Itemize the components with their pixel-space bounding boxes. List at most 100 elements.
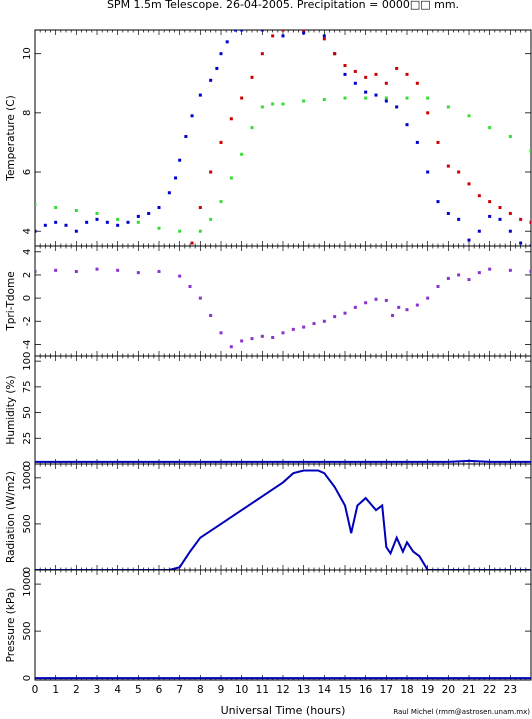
data-point — [405, 96, 409, 100]
data-point — [209, 217, 213, 221]
data-point — [271, 102, 275, 106]
data-point — [95, 217, 99, 221]
panel-3: 0 25 50 75 100 Humidity (%) — [5, 352, 532, 467]
data-point — [229, 117, 233, 121]
x-tick-label: 5 — [135, 684, 142, 696]
data-point — [374, 72, 378, 76]
data-point — [488, 200, 492, 204]
data-point — [198, 206, 202, 210]
data-point — [209, 170, 213, 174]
data-point — [64, 223, 68, 227]
data-point — [198, 93, 202, 97]
data-point — [529, 149, 531, 153]
data-point — [178, 158, 182, 162]
data-point — [397, 305, 401, 309]
y-axis-title: Tpri-Tdome — [5, 271, 17, 331]
data-point — [95, 211, 99, 215]
data-point — [116, 268, 120, 272]
data-point — [85, 220, 89, 224]
data-point — [54, 206, 58, 210]
y-tick-label: -2 — [22, 316, 33, 326]
data-point — [405, 308, 409, 312]
data-point — [250, 126, 254, 130]
x-tick-label: 1 — [52, 684, 59, 696]
data-point — [271, 34, 275, 38]
data-point — [190, 241, 194, 245]
data-point — [488, 214, 492, 218]
data-point — [271, 335, 275, 339]
data-point — [384, 81, 388, 85]
data-point — [157, 226, 161, 230]
data-point — [312, 322, 316, 326]
panel-2: -4 -2 0 2 4 Tpri-Tdome — [5, 245, 532, 357]
y-tick-label: 1000 — [22, 571, 33, 596]
data-point — [260, 52, 264, 56]
panel-frame — [34, 463, 532, 571]
data-point — [178, 229, 182, 233]
x-tick-label: 6 — [156, 684, 163, 696]
data-point — [519, 241, 523, 245]
panel-5: 0 500 1000 Pressure (kPa) — [5, 569, 532, 681]
figure-title: SPM 1.5m Telescope. 26-04-2005. Precipit… — [107, 0, 459, 11]
data-point — [188, 285, 192, 289]
data-point — [322, 98, 326, 102]
panel-frame — [34, 29, 532, 247]
data-point — [446, 211, 450, 215]
data-point — [215, 66, 219, 70]
data-point — [184, 135, 188, 139]
data-point — [353, 81, 357, 85]
data-point — [74, 229, 78, 233]
data-point — [229, 176, 233, 180]
data-point — [374, 297, 378, 301]
data-point — [240, 30, 244, 32]
data-point — [167, 191, 171, 195]
y-tick-label: 50 — [22, 406, 33, 419]
y-tick-label: -4 — [22, 339, 33, 349]
x-tick-label: 2 — [73, 684, 80, 696]
x-tick-label: 19 — [421, 684, 434, 696]
panel-1: 4 6 8 10 Temperature (C) — [5, 29, 532, 247]
x-axis-labels: 0 1 2 3 4 5 6 7 8 9 10 11 12 13 14 15 16 17 18 19 20 21 22 23 — [32, 684, 517, 696]
data-point — [126, 220, 130, 224]
data-point — [136, 271, 140, 275]
data-point — [74, 208, 78, 212]
data-point — [302, 99, 306, 103]
data-point — [364, 96, 368, 100]
data-point — [260, 105, 264, 109]
data-point — [343, 311, 347, 315]
data-point — [415, 81, 419, 85]
plot-area — [35, 459, 531, 463]
y-tick-label: 500 — [22, 514, 33, 533]
x-tick-label: 13 — [297, 684, 310, 696]
data-point — [508, 135, 512, 139]
y-tick-label: 10 — [22, 47, 33, 60]
data-point — [219, 140, 223, 144]
data-point — [498, 206, 502, 210]
x-tick-label: 17 — [380, 684, 393, 696]
data-point — [302, 30, 306, 32]
y-axis-title: Humidity (%) — [5, 375, 17, 444]
plot-area — [35, 267, 531, 349]
data-point — [35, 269, 37, 273]
data-point — [95, 267, 99, 271]
x-axis-title: Universal Time (hours) — [221, 704, 346, 717]
data-point — [488, 126, 492, 130]
data-point — [477, 271, 481, 275]
data-point — [209, 78, 213, 82]
x-tick-label: 18 — [400, 684, 413, 696]
x-tick-label: 3 — [94, 684, 101, 696]
data-point — [35, 203, 37, 207]
y-axis-title: Radiation (W/m2) — [5, 471, 17, 563]
data-point — [467, 114, 471, 118]
credit-note: Raul Michel (rmm@astrosen.unam.mx) — [393, 708, 530, 716]
x-tick-label: 16 — [359, 684, 373, 696]
y-axis-title: Pressure (kPa) — [5, 588, 17, 663]
panels: 4 6 8 10 Temperature (C) -4 -2 0 2 4 Tpri-Tdome 0 25… — [5, 29, 532, 681]
data-point — [457, 170, 461, 174]
data-point — [322, 37, 326, 41]
data-point — [457, 217, 461, 221]
y-tick-label: 1000 — [22, 465, 33, 490]
data-point — [446, 164, 450, 168]
panel-frame — [34, 355, 532, 465]
